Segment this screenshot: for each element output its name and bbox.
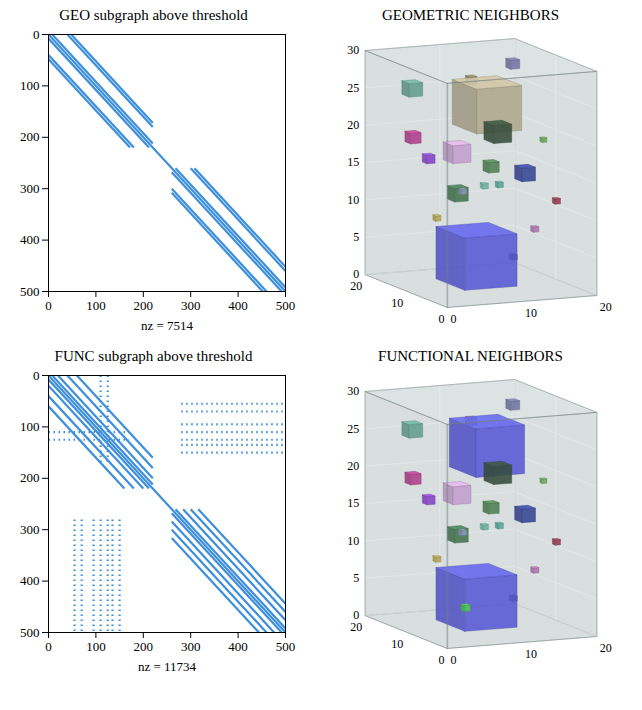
svg-text:25: 25 [347,422,359,436]
html-text:FUNC subgraph above threshold: FUNC subgraph above threshold [54,348,253,364]
svg-text:200: 200 [20,129,40,144]
svg-text:300: 300 [20,522,40,537]
svg-text:0: 0 [438,653,444,667]
svg-text:10: 10 [525,306,537,320]
svg-text:0: 0 [45,639,52,654]
svg-text:400: 400 [228,298,248,313]
svg-text:400: 400 [228,639,248,654]
svg-text:100: 100 [86,298,106,313]
svg-text:20: 20 [350,620,362,634]
svg-text:0: 0 [33,368,40,383]
html-text:FUNCTIONAL NEIGHBORS: FUNCTIONAL NEIGHBORS [378,348,563,364]
svg-text:nz = 7514: nz = 7514 [141,318,194,333]
svg-text:500: 500 [276,639,296,654]
svg-text:25: 25 [347,81,359,95]
svg-text:20: 20 [350,279,362,293]
svg-text:500: 500 [20,625,40,640]
svg-text:200: 200 [134,639,154,654]
svg-text:30: 30 [347,384,359,398]
svg-text:200: 200 [20,470,40,485]
svg-text:0: 0 [450,653,456,667]
svg-text:0: 0 [450,312,456,326]
svg-text:10: 10 [525,647,537,661]
svg-text:400: 400 [20,573,40,588]
svg-text:0: 0 [438,312,444,326]
svg-text:300: 300 [181,298,201,313]
svg-text:0: 0 [353,267,360,282]
svg-text:300: 300 [181,639,201,654]
svg-text:400: 400 [20,232,40,247]
html-text:GEO subgraph above threshold: GEO subgraph above threshold [59,7,248,23]
svg-text:100: 100 [86,639,106,654]
svg-text:300: 300 [20,181,40,196]
svg-text:10: 10 [391,296,403,310]
svg-text:20: 20 [347,459,359,473]
svg-text:15: 15 [347,155,359,169]
html-text:GEOMETRIC NEIGHBORS: GEOMETRIC NEIGHBORS [382,7,559,23]
svg-text:nz = 11734: nz = 11734 [138,659,197,674]
svg-text:20: 20 [347,118,359,132]
svg-text:0: 0 [33,27,40,42]
svg-text:20: 20 [600,300,612,314]
svg-text:30: 30 [347,43,359,57]
svg-text:100: 100 [20,419,40,434]
svg-text:100: 100 [20,78,40,93]
svg-text:10: 10 [347,193,359,207]
svg-text:10: 10 [391,637,403,651]
svg-text:20: 20 [600,641,612,655]
svg-text:5: 5 [353,230,359,244]
svg-text:200: 200 [134,298,154,313]
svg-text:5: 5 [353,571,359,585]
svg-text:0: 0 [45,298,52,313]
svg-text:10: 10 [347,534,359,548]
svg-text:15: 15 [347,496,359,510]
svg-text:500: 500 [20,284,40,299]
svg-text:0: 0 [353,608,360,623]
svg-text:500: 500 [276,298,296,313]
